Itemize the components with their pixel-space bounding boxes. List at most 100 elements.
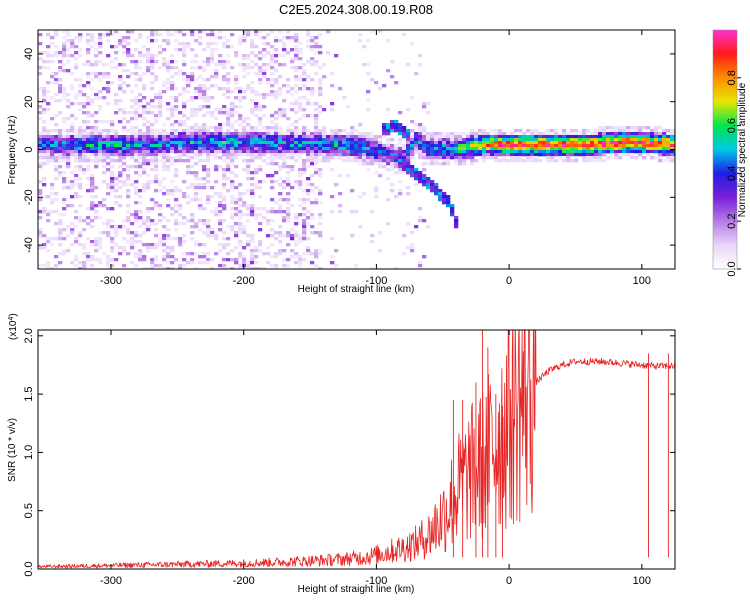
spectrogram-cell [118,63,123,67]
spectrogram-cell [294,84,299,88]
spectrogram-cell [310,78,315,82]
spectrogram-cell [226,150,231,154]
spectrogram-cell [262,153,267,157]
spectrogram-cell [94,120,99,124]
spectrogram-cell [286,147,291,151]
spectrogram-cell [658,126,663,130]
spectrogram-cell [130,90,135,94]
spectrogram-cell [658,159,663,163]
spectrogram-cell [182,180,187,184]
spectrogram-cell [122,69,127,73]
spectrogram-cell [122,180,127,184]
spectrogram-cell [58,231,63,235]
spectrogram-cell [202,231,207,235]
spectrogram-cell [358,123,363,127]
spectrogram-cell [174,135,179,139]
spectrogram-cell [118,147,123,151]
spectrogram-cell [494,150,499,154]
spectrogram-cell [450,207,455,211]
spectrogram-cell [442,150,447,154]
spectrogram-cell [266,42,271,46]
spectrogram-cell [58,138,63,142]
spectrogram-cell [298,186,303,190]
spectrogram-cell [434,183,439,187]
spectrogram-cell [182,123,187,127]
spectrogram-cell [54,78,59,82]
spectrogram-cell [434,141,439,145]
spectrogram-cell [62,147,67,151]
spectrogram-cell [178,240,183,244]
spectrogram-cell [150,243,155,247]
spectrogram-cell [598,150,603,154]
spectrogram-cell [230,228,235,232]
spectrogram-cell [50,198,55,202]
spectrogram-cell [466,138,471,142]
spectrogram-cell [302,222,307,226]
spectrogram-cell [62,120,67,124]
spectrogram-cell [154,117,159,121]
spectrogram-cell [38,33,43,37]
spectrogram-cell [562,150,567,154]
spectrogram-cell [402,150,407,154]
spectrogram-cell [242,57,247,61]
spectrogram-cell [90,201,95,205]
spectrogram-cell [254,90,259,94]
spectrogram-cell [654,141,659,145]
spectrogram-cell [90,129,95,133]
spectrogram-cell [438,150,443,154]
spectrogram-cell [334,153,339,157]
spectrogram-cell [130,183,135,187]
spectrogram-cell [190,60,195,64]
spectrogram-cell [470,153,475,157]
spectrogram-cell [330,261,335,265]
spectrogram-cell [614,144,619,148]
spectrogram-cell [282,54,287,58]
spectrogram-cell [154,153,159,157]
spectrogram-cell [550,150,555,154]
spectrogram-cell [578,144,583,148]
spectrogram-cell [194,252,199,256]
spectrogram-cell [230,171,235,175]
spectrogram-cell [458,153,463,157]
spectrogram-cell [322,147,327,151]
spectrogram-cell [138,114,143,118]
spectrogram-cell [638,144,643,148]
spectrogram-cell [270,198,275,202]
spectrogram-cell [666,141,671,145]
spectrogram-cell [478,150,483,154]
spectrogram-cell [502,147,507,151]
spectrogram-cell [374,186,379,190]
spectrogram-cell [530,129,535,133]
spectrogram-cell [590,159,595,163]
spectrogram-cell [142,219,147,223]
spectrogram-cell [174,129,179,133]
spectrogram-cell [550,141,555,145]
spectrogram-cell [142,189,147,193]
spectrogram-cell [370,147,375,151]
spectrogram-cell [238,264,243,268]
spectrogram-cell [322,135,327,139]
spectrogram-cell [94,204,99,208]
spectrogram-cell [154,147,159,151]
spectrogram-cell [262,267,267,269]
spectrogram-cell [434,162,439,166]
spectrogram-cell [442,132,447,136]
spectrogram-cell [254,54,259,58]
spectrogram-cell [46,81,51,85]
spectrogram-cell [134,264,139,268]
spectrogram-cell [490,141,495,145]
spectrogram-cell [298,174,303,178]
spectrogram-cell [302,234,307,238]
spectrogram-cell [314,138,319,142]
spectrogram-cell [218,201,223,205]
spectrogram-cell [286,135,291,139]
spectrogram-cell [58,111,63,115]
spectrogram-cell [350,144,355,148]
spectrogram-cell [518,129,523,133]
spectrogram-cell [542,153,547,157]
spectrogram-cell [622,141,627,145]
spectrogram-cell [54,222,59,226]
spectrogram-cell [262,144,267,148]
spectrogram-cell [326,159,331,163]
spectrogram-cell [146,60,151,64]
